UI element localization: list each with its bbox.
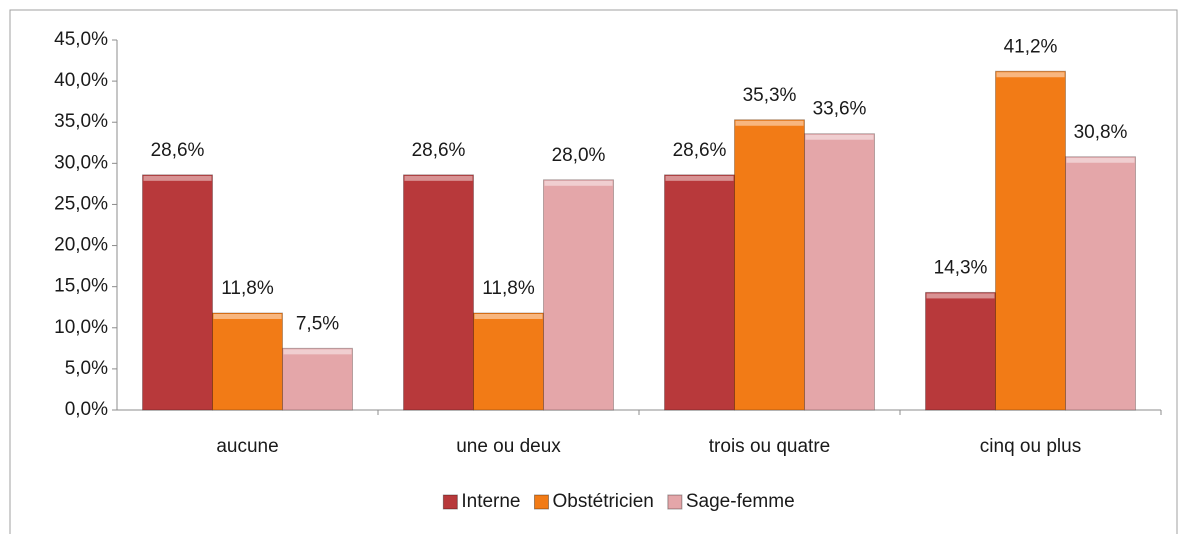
- bar: [734, 119, 805, 411]
- bar: [212, 312, 283, 411]
- value-label: 28,6%: [673, 140, 727, 161]
- bar-cap: [143, 175, 212, 181]
- y-tick-label: 30,0%: [54, 152, 108, 173]
- bar: [282, 347, 353, 411]
- legend-label: Interne: [461, 491, 520, 512]
- bar-cap: [404, 175, 473, 181]
- bar-cap: [926, 293, 995, 299]
- y-tick-label: 5,0%: [65, 358, 108, 379]
- bar-cap: [805, 134, 874, 140]
- y-tick-label: 45,0%: [54, 29, 108, 50]
- x-tick-label: trois ou quatre: [709, 436, 830, 457]
- bar-cap: [474, 313, 543, 319]
- legend-label: Obstétricien: [553, 491, 654, 512]
- bar: [995, 70, 1066, 411]
- bar: [543, 179, 614, 411]
- value-label: 11,8%: [482, 278, 535, 299]
- bar: [142, 174, 213, 411]
- bar-cap: [735, 120, 804, 126]
- bar: [473, 312, 544, 411]
- legend-swatch: [667, 494, 683, 510]
- bar: [1065, 156, 1136, 411]
- y-tick-label: 25,0%: [54, 193, 108, 214]
- value-label: 33,6%: [813, 99, 867, 120]
- x-tick-label: une ou deux: [456, 436, 561, 457]
- bar-cap: [213, 313, 282, 319]
- legend: Interne Obstétricien Sage-femme: [442, 491, 795, 512]
- bar-cap: [283, 349, 352, 355]
- y-tick-label: 20,0%: [54, 235, 108, 256]
- legend-swatch: [442, 494, 458, 510]
- y-tick-label: 15,0%: [54, 276, 108, 297]
- bar: [664, 174, 735, 411]
- bar: [804, 133, 875, 411]
- bar-cap: [665, 175, 734, 181]
- legend-swatch: [534, 494, 549, 510]
- bar: [403, 174, 474, 411]
- bar-cap: [1066, 157, 1135, 163]
- value-label: 30,8%: [1074, 122, 1128, 143]
- bar-cap: [544, 180, 613, 186]
- value-label: 41,2%: [1004, 36, 1058, 57]
- plot-area: 0,0% 5,0% 10,0% 15,0% 20,0% 25,0% 30,0% 35,0% 40…: [54, 29, 1162, 457]
- value-label: 11,8%: [221, 278, 274, 299]
- x-tick-label: aucune: [216, 436, 278, 457]
- value-label: 28,6%: [412, 140, 466, 161]
- y-tick-label: 35,0%: [54, 111, 108, 132]
- value-label: 28,0%: [552, 145, 606, 166]
- value-label: 28,6%: [151, 140, 205, 161]
- value-label: 35,3%: [743, 85, 797, 106]
- y-tick-label: 0,0%: [65, 399, 108, 420]
- x-tick-label: cinq ou plus: [980, 436, 1081, 457]
- bar: [925, 291, 996, 411]
- value-label: 14,3%: [934, 257, 988, 278]
- chart-frame: [9, 9, 1178, 534]
- bar-cap: [996, 72, 1065, 78]
- y-tick-label: 10,0%: [54, 317, 108, 338]
- legend-label: Sage-femme: [686, 491, 795, 512]
- y-tick-label: 40,0%: [54, 70, 108, 91]
- value-label: 7,5%: [296, 313, 339, 334]
